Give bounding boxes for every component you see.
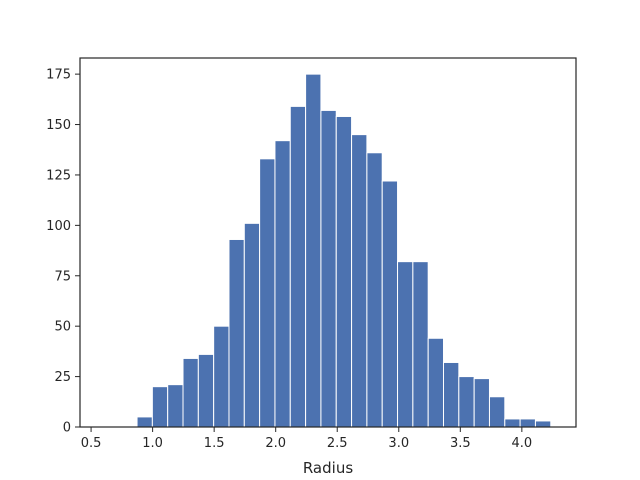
y-tick-label: 150 [46, 118, 71, 133]
x-tick-label: 2.0 [265, 436, 286, 451]
histogram-bar [504, 418, 521, 428]
x-tick-label: 4.0 [512, 436, 533, 451]
x-axis-label: Radius [303, 459, 353, 477]
axes-frame [79, 57, 577, 428]
x-tick-label: 3.5 [450, 436, 471, 451]
y-tick-label: 125 [46, 168, 71, 183]
histogram-bar [381, 180, 399, 428]
y-tick-label: 50 [54, 320, 71, 335]
y-tick-label: 0 [63, 421, 71, 436]
x-tick-label: 1.5 [204, 436, 225, 451]
histogram-bar [305, 73, 322, 428]
y-tick-label: 100 [46, 219, 71, 234]
histogram-bar [473, 378, 490, 428]
x-tick-label: 2.5 [327, 436, 348, 451]
y-axis-ticks: 0 25 50 75 100 125 150 175 [46, 68, 80, 436]
bars-group [136, 73, 552, 428]
histogram-bar [412, 261, 429, 428]
histogram-bar [259, 158, 276, 428]
histogram-bar [243, 222, 261, 428]
histogram-bar [488, 396, 506, 428]
histogram-bar [167, 384, 184, 428]
histogram-bar [197, 353, 215, 428]
histogram-bar [289, 105, 307, 428]
histogram-bar [534, 420, 552, 428]
histogram-bar [213, 325, 230, 428]
histogram-bar [335, 115, 353, 428]
histogram-bar [458, 376, 475, 428]
x-tick-label: 0.5 [81, 436, 102, 451]
x-axis-ticks: 0.5 1.0 1.5 2.0 2.5 3.0 3.5 4.0 [81, 427, 532, 451]
histogram-bar [427, 337, 445, 428]
x-tick-label: 3.0 [388, 436, 409, 451]
histogram-bar [228, 238, 245, 428]
y-tick-label: 175 [46, 68, 71, 83]
y-tick-label: 75 [54, 269, 71, 284]
x-tick-label: 1.0 [142, 436, 163, 451]
histogram-bar [136, 416, 153, 428]
histogram-bar [320, 109, 337, 428]
histogram-bar [397, 261, 414, 428]
histogram-bar [274, 140, 291, 428]
y-tick-label: 25 [54, 370, 71, 385]
histogram-bar [519, 418, 536, 428]
histogram-bar [351, 134, 368, 428]
histogram-bar [366, 152, 383, 428]
histogram-bar [151, 386, 169, 428]
histogram-bar [182, 357, 199, 428]
histogram-bar [443, 361, 460, 428]
